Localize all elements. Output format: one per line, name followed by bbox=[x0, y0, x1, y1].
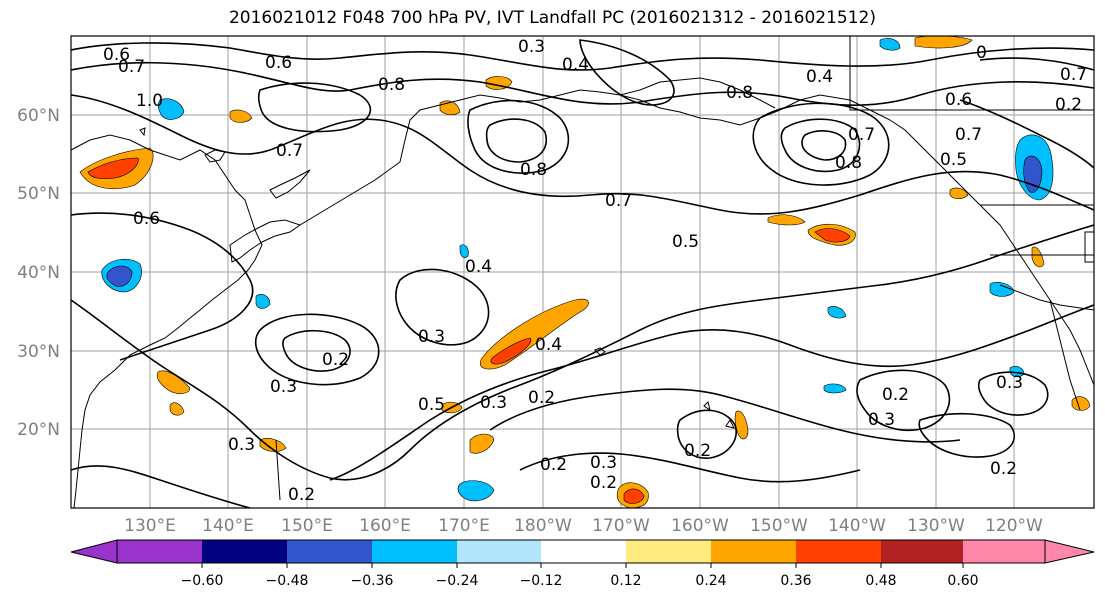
contour-label: 0 bbox=[976, 43, 987, 63]
colorbar-label: −0.48 bbox=[266, 573, 309, 589]
colorbar-swatch bbox=[626, 540, 711, 563]
lon-tick-label: 160°W bbox=[671, 516, 729, 536]
contour-label: 0.7 bbox=[1060, 65, 1087, 85]
contour-label: 0.5 bbox=[940, 150, 967, 170]
contour-label: 0.3 bbox=[480, 393, 507, 413]
lon-tick-label: 160°E bbox=[359, 516, 411, 536]
colorbar-label: 0.48 bbox=[865, 573, 896, 589]
colorbar-swatch bbox=[202, 540, 287, 563]
contour-labels: 0.6 0.7 0.6 1.0 0.7 0.6 0.3 0.4 0.8 0.4 … bbox=[103, 37, 1087, 505]
contour-label: 0.7 bbox=[118, 57, 145, 77]
lon-tick-labels: 130°E 140°E 150°E 160°E 170°E 180°W 170°… bbox=[124, 516, 1043, 536]
lon-tick-label: 140°W bbox=[828, 516, 886, 536]
colorbar-label: −0.24 bbox=[436, 573, 479, 589]
contour-label: 0.4 bbox=[535, 335, 562, 355]
contour-label: 0.4 bbox=[806, 67, 833, 87]
contour-label: 0.3 bbox=[418, 327, 445, 347]
colorbar-label: 0.36 bbox=[780, 573, 811, 589]
coastlines bbox=[71, 36, 1094, 508]
contour-label: 0.8 bbox=[726, 83, 753, 103]
contour-label: 0.6 bbox=[103, 45, 130, 65]
colorbar-swatch bbox=[796, 540, 881, 563]
colorbar-label: −0.60 bbox=[181, 573, 224, 589]
colorbar-label: 0.60 bbox=[947, 573, 978, 589]
lon-tick-label: 150°E bbox=[281, 516, 333, 536]
lon-tick-label: 120°W bbox=[985, 516, 1043, 536]
lon-tick-label: 150°W bbox=[750, 516, 808, 536]
lon-tick-label: 130°E bbox=[124, 516, 176, 536]
lat-tick-label: 20°N bbox=[17, 420, 60, 440]
contour-label: 0.2 bbox=[540, 455, 567, 475]
contour-label: 0.8 bbox=[835, 153, 862, 173]
contour-label: 0.6 bbox=[945, 90, 972, 110]
shading-positive bbox=[79, 36, 1091, 508]
lat-tick-label: 50°N bbox=[17, 184, 60, 204]
contour-label: 0.7 bbox=[276, 141, 303, 161]
contour-label: 0.2 bbox=[528, 388, 555, 408]
contour-label: 0.2 bbox=[590, 473, 617, 493]
contour-label: 1.0 bbox=[136, 91, 163, 111]
contour-label: 0.2 bbox=[1055, 95, 1082, 115]
contour-label: 0.2 bbox=[288, 485, 315, 505]
map-frame bbox=[70, 35, 1095, 509]
lon-tick-label: 180°W bbox=[514, 516, 572, 536]
colorbar-label: 0.24 bbox=[695, 573, 726, 589]
contour-label: 0.8 bbox=[520, 160, 547, 180]
contour-label: 0.8 bbox=[378, 75, 405, 95]
colorbar-frame bbox=[116, 539, 1046, 564]
colorbar-extend-low bbox=[70, 539, 118, 564]
colorbar-swatch bbox=[287, 540, 372, 563]
colorbar-swatch bbox=[372, 540, 457, 563]
contour-label: 0.6 bbox=[265, 53, 292, 73]
colorbar-label: −0.36 bbox=[351, 573, 394, 589]
contour-label: 0.2 bbox=[322, 350, 349, 370]
contour-label: 0.3 bbox=[270, 377, 297, 397]
lat-tick-label: 40°N bbox=[17, 263, 60, 283]
map-title: 2016021012 F048 700 hPa PV, IVT Landfall… bbox=[228, 8, 876, 28]
pv-contours bbox=[71, 39, 1094, 508]
contour-label: 0.4 bbox=[562, 55, 589, 75]
lat-tick-label: 60°N bbox=[17, 106, 60, 126]
contour-label: 0.3 bbox=[996, 373, 1023, 393]
contour-label: 0.3 bbox=[868, 410, 895, 430]
colorbar-swatch bbox=[881, 540, 963, 563]
lat-tick-label: 30°N bbox=[17, 342, 60, 362]
shading-negative bbox=[101, 38, 1054, 502]
colorbar-extend-high bbox=[1044, 539, 1095, 564]
colorbar-swatch bbox=[711, 540, 796, 563]
contour-label: 0.6 bbox=[133, 209, 160, 229]
colorbar-swatch bbox=[963, 540, 1045, 563]
contour-label: 0.2 bbox=[684, 441, 711, 461]
lon-tick-label: 140°E bbox=[202, 516, 254, 536]
contour-label: 0.7 bbox=[955, 125, 982, 145]
colorbar-label: 0.12 bbox=[610, 573, 641, 589]
contour-label: 0.3 bbox=[228, 435, 255, 455]
contour-label: 0.3 bbox=[518, 37, 545, 57]
lat-tick-labels: 60°N 50°N 40°N 30°N 20°N bbox=[17, 106, 60, 440]
graticule bbox=[71, 36, 1094, 508]
contour-label: 0.7 bbox=[848, 125, 875, 145]
colorbar-swatch bbox=[541, 540, 626, 563]
colorbar-swatch bbox=[117, 540, 202, 563]
contour-label: 0.2 bbox=[990, 459, 1017, 479]
lon-tick-label: 130°W bbox=[907, 516, 965, 536]
contour-label: 0.5 bbox=[418, 395, 445, 415]
lon-tick-label: 170°W bbox=[592, 516, 650, 536]
contour-label: 0.5 bbox=[672, 232, 699, 252]
colorbar: −0.60 −0.48 −0.36 −0.24 −0.12 0.12 0.24 … bbox=[70, 539, 1095, 589]
contour-label: 0.2 bbox=[882, 385, 909, 405]
colorbar-swatch bbox=[457, 540, 541, 563]
colorbar-label: −0.12 bbox=[520, 573, 563, 589]
contour-label: 0.4 bbox=[465, 257, 492, 277]
lon-tick-label: 170°E bbox=[438, 516, 490, 536]
contour-label: 0.7 bbox=[605, 191, 632, 211]
contour-label: 0.3 bbox=[590, 453, 617, 473]
